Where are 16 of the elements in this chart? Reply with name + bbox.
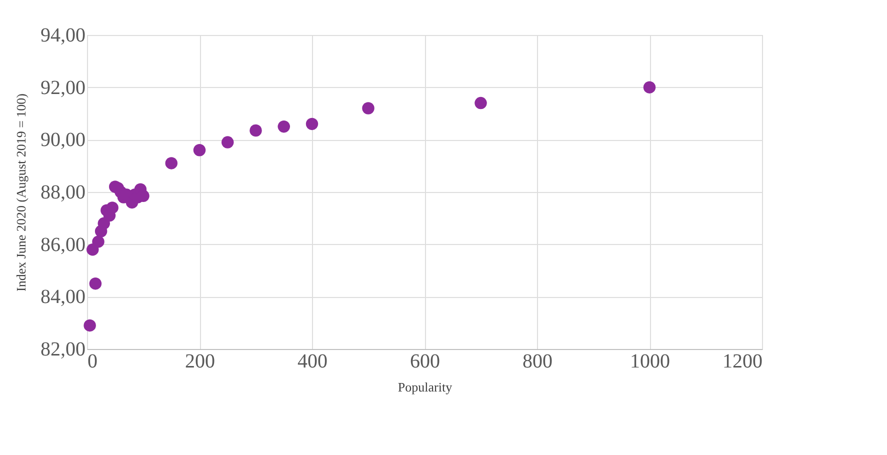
x-tick-label: 800	[522, 350, 552, 372]
y-tick-label: 92,00	[40, 76, 86, 99]
x-tick-label: 400	[298, 350, 328, 372]
y-tick-label: 94,00	[40, 24, 86, 46]
x-axis-title: Popularity	[398, 380, 453, 394]
y-tick-label: 82,00	[40, 338, 86, 360]
x-tick-label: 1000	[630, 350, 670, 372]
y-tick-label: 90,00	[40, 129, 86, 152]
x-tick-label: 600	[410, 350, 440, 372]
y-tick-label: 88,00	[40, 182, 86, 204]
y-tick-label: 86,00	[40, 234, 86, 256]
x-tick-label: 1200	[722, 350, 762, 372]
y-axis-title: Index June 2020 (August 2019 = 100)	[14, 94, 28, 292]
x-tick-label: 200	[185, 350, 215, 372]
x-tick-label: 0	[88, 350, 98, 372]
y-tick-label: 84,00	[40, 286, 86, 308]
